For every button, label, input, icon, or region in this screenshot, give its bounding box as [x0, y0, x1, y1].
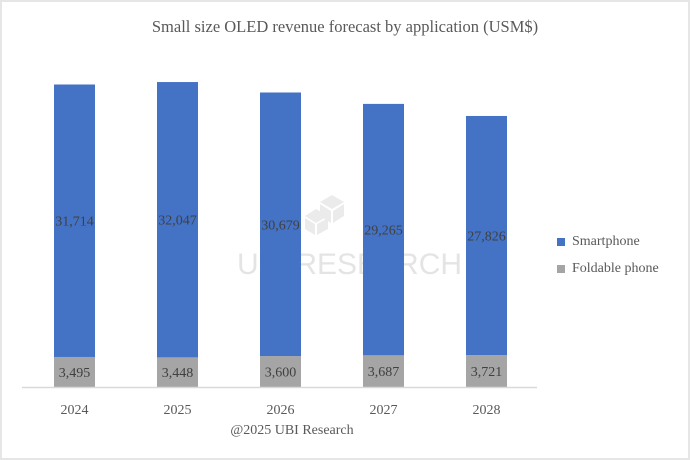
data-label-smartphone-2024: 31,714	[55, 215, 94, 230]
data-label-smartphone-2026: 30,679	[261, 218, 300, 233]
data-label-smartphone-2027: 29,265	[364, 224, 403, 239]
legend-label-foldable-phone: Foldable phone	[572, 260, 659, 276]
x-tick-label-2025: 2025	[164, 403, 192, 418]
source-annotation: @2025 UBI Research	[230, 423, 354, 438]
x-tick-label-2026: 2026	[267, 403, 295, 418]
data-label-foldable-phone-2027: 3,687	[368, 365, 400, 380]
data-label-foldable-phone-2028: 3,721	[471, 365, 503, 380]
x-tick-label-2028: 2028	[473, 403, 501, 418]
data-label-smartphone-2025: 32,047	[158, 214, 197, 229]
data-label-foldable-phone-2024: 3,495	[59, 366, 91, 381]
legend-item-smartphone: Smartphone	[557, 228, 659, 255]
bar-foldable-phone-2026	[260, 356, 301, 387]
data-label-foldable-phone-2026: 3,600	[265, 366, 297, 381]
bar-smartphone-2028	[466, 115, 507, 356]
chart-title: Small size OLED revenue forecast by appl…	[151, 17, 539, 36]
bar-smartphone-2024	[54, 84, 95, 357]
data-label-foldable-phone-2025: 3,448	[162, 366, 194, 381]
bar-foldable-phone-2027	[363, 355, 404, 387]
bar-foldable-phone-2028	[466, 355, 507, 387]
cube-icon	[305, 195, 344, 235]
bar-foldable-phone-2024	[54, 356, 95, 387]
x-tick-label-2027: 2027	[370, 403, 398, 418]
legend-label-smartphone: Smartphone	[572, 233, 640, 249]
legend-swatch-smartphone	[557, 237, 565, 246]
bar-smartphone-2025	[157, 82, 198, 358]
bar-smartphone-2026	[260, 92, 301, 357]
legend-swatch-foldable-phone	[557, 264, 565, 273]
legend: Smartphone Foldable phone	[557, 228, 659, 282]
bar-smartphone-2027	[363, 103, 404, 356]
legend-item-foldable-phone: Foldable phone	[557, 255, 659, 282]
x-tick-label-2024: 2024	[61, 403, 89, 418]
data-label-smartphone-2028: 27,826	[467, 229, 506, 244]
bar-foldable-phone-2025	[157, 357, 198, 387]
